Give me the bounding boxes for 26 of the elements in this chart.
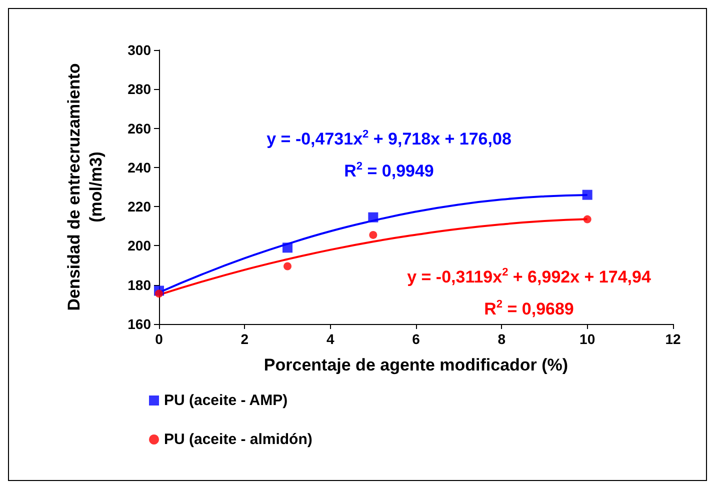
- x-axis-title: Porcentaje de agente modificador (%): [264, 356, 568, 374]
- legend-label: PU (aceite - AMP): [164, 392, 288, 409]
- x-tick-label: 2: [240, 331, 249, 347]
- point: [368, 212, 378, 222]
- point: [282, 242, 292, 253]
- y-tick-label: 200: [128, 238, 152, 254]
- y-tick-label: 280: [128, 81, 152, 98]
- y-tick-label: 220: [128, 198, 152, 215]
- y-tick-label: 260: [128, 120, 152, 136]
- x-tick-label: 6: [412, 331, 420, 347]
- point: [583, 215, 592, 224]
- point: [582, 190, 592, 200]
- y-tick-label: 180: [128, 276, 152, 293]
- legend-label: PU (aceite - almidón): [164, 431, 312, 448]
- y-tick-label: 160: [128, 316, 152, 332]
- y-tick-label: 240: [128, 159, 152, 176]
- point: [284, 262, 292, 270]
- x-tick-label: 10: [580, 331, 596, 347]
- x-tick-label: 8: [498, 331, 506, 347]
- x-tick-label: 4: [326, 331, 334, 347]
- x-tick-label: 0: [155, 331, 164, 347]
- x-tick-label: 12: [665, 331, 681, 347]
- point: [155, 290, 163, 298]
- y-axis-title: Densidad de entrecruzamiento (mol/m3): [64, 63, 106, 311]
- point: [369, 230, 378, 239]
- y-tick-label: 300: [128, 42, 152, 58]
